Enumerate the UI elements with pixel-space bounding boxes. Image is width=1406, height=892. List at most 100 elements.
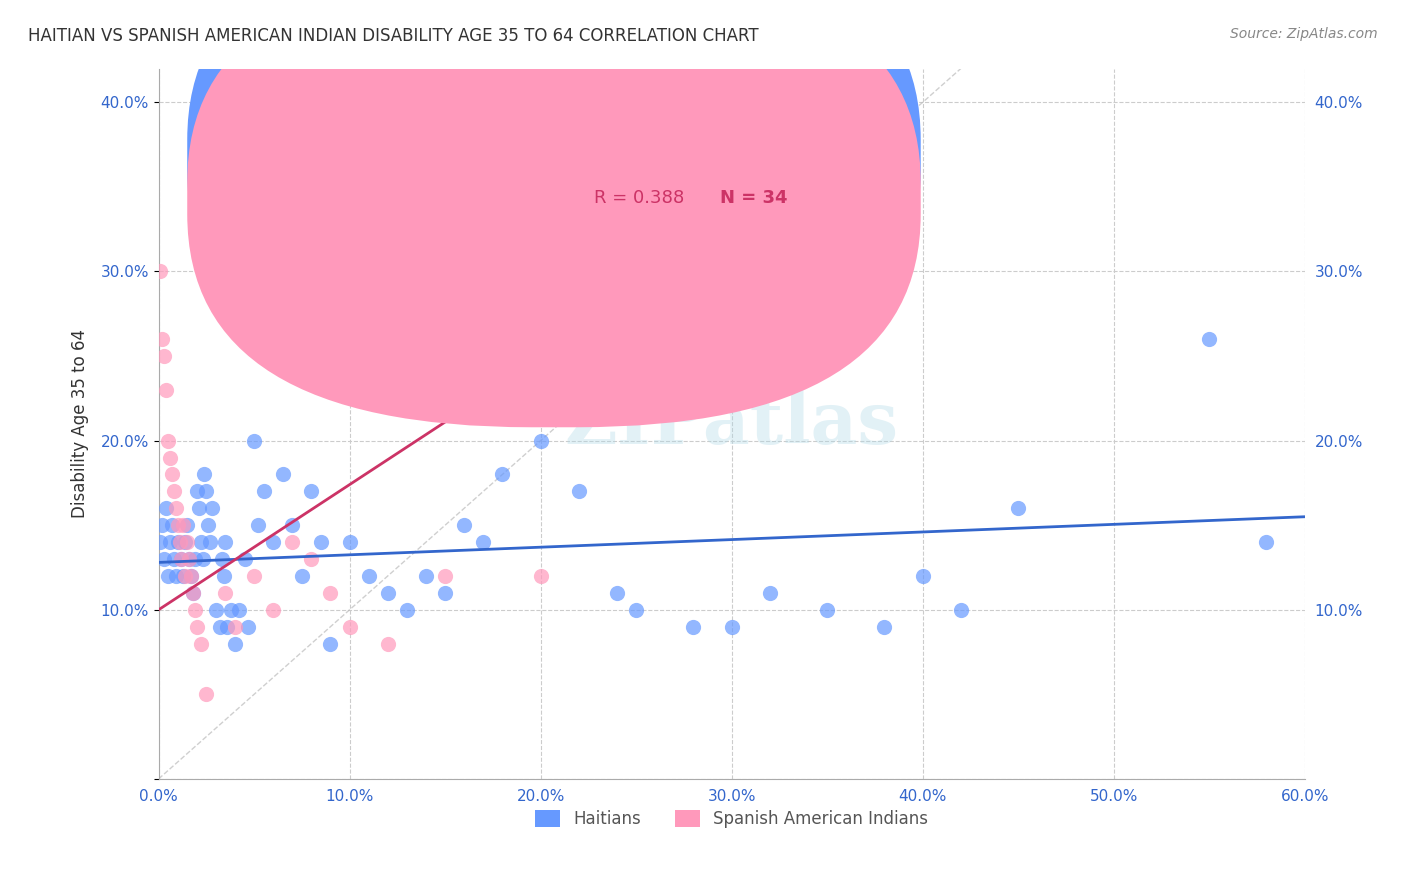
Point [152, 332, 174, 346]
Point [153, 349, 176, 363]
Point [172, 518, 194, 533]
Point [197, 518, 219, 533]
Point [174, 569, 197, 583]
Text: R = 0.130: R = 0.130 [595, 146, 685, 164]
Point [1007, 501, 1029, 516]
Point [160, 518, 183, 533]
FancyBboxPatch shape [187, 0, 921, 427]
Text: ZIPatlas: ZIPatlas [565, 388, 898, 459]
Point [214, 586, 236, 600]
Point [169, 535, 191, 549]
Point [193, 467, 215, 482]
Point [291, 569, 314, 583]
Point [201, 501, 224, 516]
Point [205, 603, 228, 617]
Point [1198, 332, 1220, 346]
Point [176, 535, 198, 549]
Point [180, 569, 202, 583]
FancyBboxPatch shape [508, 119, 841, 232]
Text: HAITIAN VS SPANISH AMERICAN INDIAN DISABILITY AGE 35 TO 64 CORRELATION CHART: HAITIAN VS SPANISH AMERICAN INDIAN DISAB… [28, 27, 759, 45]
Point [190, 535, 212, 549]
Point [198, 535, 221, 549]
Point [238, 620, 260, 634]
Point [208, 620, 231, 634]
Point [159, 535, 181, 549]
Point [453, 518, 475, 533]
Point [472, 535, 495, 549]
Point [149, 264, 172, 278]
Point [606, 586, 628, 600]
Point [212, 569, 235, 583]
Point [187, 501, 209, 516]
Point [184, 603, 207, 617]
Point [873, 620, 896, 634]
Point [217, 620, 239, 634]
Point [180, 569, 202, 583]
Point [155, 383, 177, 397]
Point [228, 603, 250, 617]
Point [434, 586, 457, 600]
Point [155, 501, 177, 516]
Point [176, 518, 198, 533]
Point [949, 603, 972, 617]
Point [186, 620, 208, 634]
Point [434, 569, 457, 583]
Y-axis label: Disability Age 35 to 64: Disability Age 35 to 64 [72, 329, 89, 518]
Text: N = 72: N = 72 [720, 146, 787, 164]
Point [339, 535, 361, 549]
Point [281, 535, 304, 549]
Point [271, 467, 294, 482]
Legend: Haitians, Spanish American Indians: Haitians, Spanish American Indians [529, 803, 935, 835]
Point [720, 620, 742, 634]
Point [529, 434, 551, 448]
Text: R = 0.388: R = 0.388 [595, 189, 685, 207]
Point [219, 603, 242, 617]
Point [179, 552, 201, 566]
Text: Source: ZipAtlas.com: Source: ZipAtlas.com [1230, 27, 1378, 41]
Point [529, 569, 551, 583]
Point [339, 620, 361, 634]
Point [211, 552, 233, 566]
Point [243, 569, 266, 583]
Point [165, 569, 187, 583]
Point [170, 552, 193, 566]
Point [224, 637, 246, 651]
Point [157, 569, 180, 583]
Point [191, 552, 214, 566]
Point [157, 434, 180, 448]
Point [624, 603, 647, 617]
Point [186, 484, 208, 499]
Point [309, 535, 332, 549]
Point [759, 586, 782, 600]
Point [319, 637, 342, 651]
Point [262, 603, 284, 617]
FancyBboxPatch shape [187, 0, 921, 384]
Point [319, 586, 342, 600]
Point [281, 518, 304, 533]
Point [682, 620, 704, 634]
Point [815, 603, 838, 617]
Point [190, 637, 212, 651]
Point [166, 518, 188, 533]
Point [243, 434, 266, 448]
Point [415, 569, 437, 583]
Point [377, 637, 399, 651]
Point [165, 501, 187, 516]
Point [184, 552, 207, 566]
Point [163, 552, 186, 566]
Point [149, 535, 172, 549]
Point [179, 552, 201, 566]
Point [1256, 535, 1278, 549]
Point [181, 586, 204, 600]
Point [153, 552, 176, 566]
Point [377, 586, 399, 600]
Point [152, 518, 174, 533]
Point [299, 552, 322, 566]
Point [170, 552, 193, 566]
Point [205, 163, 228, 178]
Point [395, 603, 418, 617]
Point [233, 552, 256, 566]
Point [568, 484, 591, 499]
Point [166, 535, 188, 549]
Point [911, 569, 934, 583]
